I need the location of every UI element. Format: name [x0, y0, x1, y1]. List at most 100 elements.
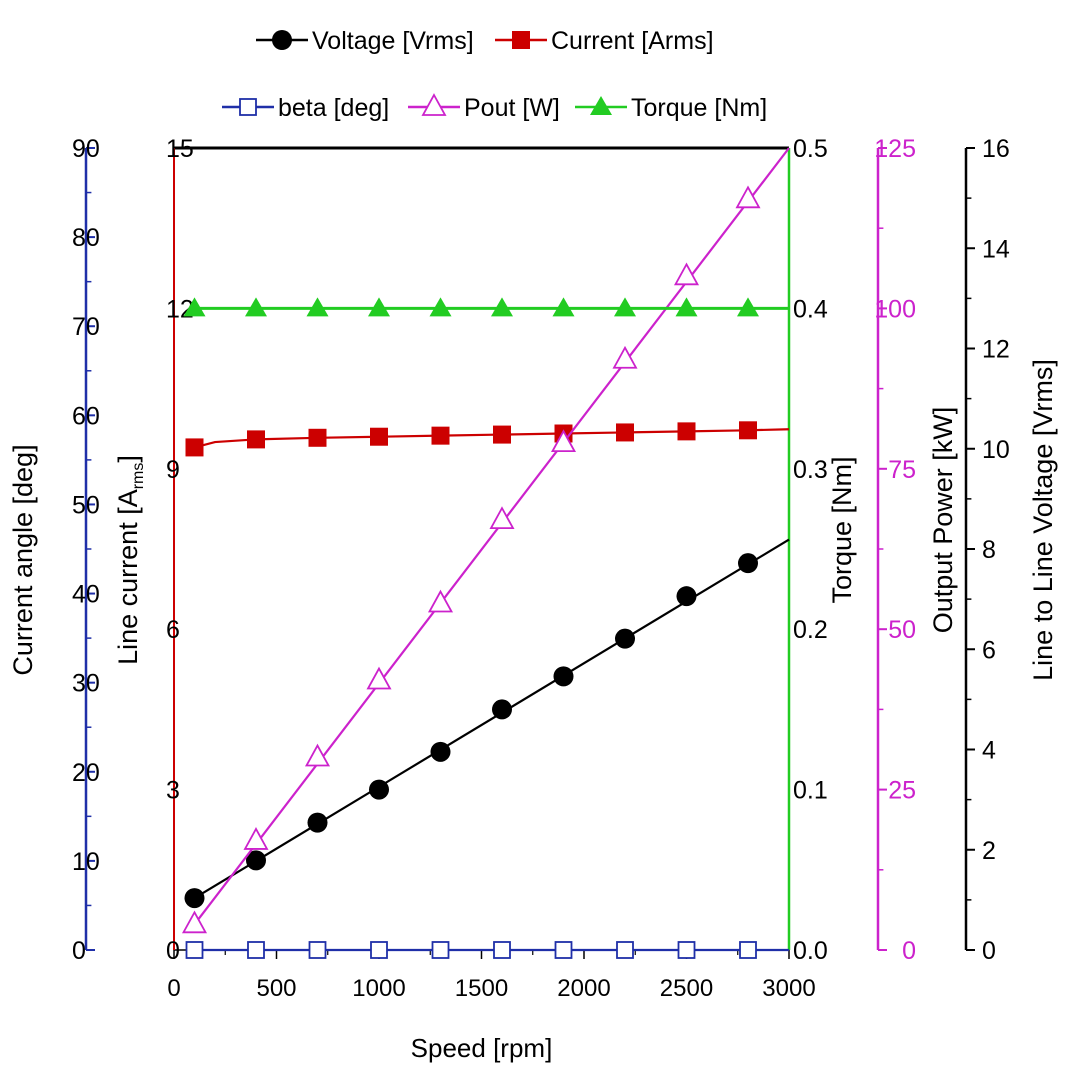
series-voltage — [184, 538, 790, 909]
data-point-current — [616, 423, 634, 442]
data-point-current — [308, 428, 327, 447]
voltage-axis-title: Line to Line Voltage [Vrms] — [1028, 359, 1058, 681]
power-axis-title: Output Power [kW] — [928, 407, 958, 634]
data-point-angle — [554, 941, 573, 959]
voltage-tick-label: 4 — [982, 737, 996, 765]
legend-marker — [239, 98, 257, 116]
angle-tick-label: 10 — [72, 848, 100, 876]
legend-marker — [512, 31, 530, 49]
data-point-angle — [739, 941, 757, 959]
legend-label: beta [deg] — [278, 94, 389, 122]
voltage-tick-label: 8 — [982, 536, 996, 564]
legend-marker — [421, 93, 447, 116]
angle-axis-title: Current angle [deg] — [8, 444, 38, 675]
voltage-tick-label: 2 — [982, 837, 996, 865]
series-line-power — [193, 147, 790, 926]
data-point-voltage — [738, 553, 758, 574]
x-tick-label: 500 — [256, 975, 296, 1002]
data-point-torque — [737, 297, 759, 317]
legend-item: Voltage [Vrms] — [256, 27, 474, 55]
legend: Voltage [Vrms] Current [Arms] beta [deg] Po… — [222, 27, 767, 122]
data-point-power — [181, 910, 208, 934]
power-tick-label: 25 — [888, 777, 916, 805]
series-current — [185, 421, 790, 457]
data-point-current — [739, 421, 757, 440]
legend-marker — [590, 96, 612, 115]
data-point-voltage — [553, 666, 574, 687]
data-point-torque — [183, 297, 206, 317]
voltage-tick-label: 16 — [982, 135, 1010, 163]
current-tick-label: 15 — [166, 135, 194, 163]
torque-tick-label: 0.4 — [793, 295, 828, 323]
current-tick-label: 3 — [166, 777, 180, 805]
data-point-torque — [429, 297, 452, 317]
data-point-angle — [308, 941, 327, 959]
current-axis-title-sub: rms — [130, 463, 147, 490]
data-point-power — [489, 506, 515, 530]
legend-label: Current [Arms] — [551, 27, 714, 55]
series-group — [181, 147, 790, 959]
data-point-power — [366, 666, 392, 690]
data-point-voltage — [246, 850, 266, 871]
data-point-current — [677, 422, 696, 441]
x-axis-title: Speed [rpm] — [411, 1033, 553, 1063]
data-point-angle — [247, 941, 265, 959]
series-power — [181, 147, 790, 934]
data-point-current — [431, 426, 450, 445]
torque-tick-label: 0.1 — [793, 777, 828, 805]
data-point-current — [247, 430, 265, 449]
voltage-tick-label: 6 — [982, 636, 996, 664]
current-tick-label: 9 — [166, 456, 180, 484]
data-point-power — [673, 262, 700, 286]
legend-item: Current [Arms] — [495, 27, 714, 55]
series-line-voltage — [193, 538, 790, 900]
x-tick-label: 2000 — [557, 975, 610, 1002]
data-point-angle — [370, 941, 388, 959]
voltage-tick-label: 10 — [982, 436, 1010, 464]
legend-item: Pout [W] — [408, 93, 560, 122]
data-point-power — [612, 345, 638, 369]
data-point-power — [427, 589, 454, 613]
data-point-torque — [245, 297, 267, 317]
x-tick-label: 0 — [167, 975, 180, 1002]
angle-tick-label: 80 — [72, 224, 100, 252]
data-point-torque — [614, 297, 636, 317]
data-point-angle — [431, 941, 450, 959]
torque-tick-label: 0.3 — [793, 456, 828, 484]
current-axis-title-main: Line current [A — [113, 489, 143, 665]
power-tick-label: 75 — [888, 456, 916, 484]
angle-tick-label: 90 — [72, 135, 100, 163]
torque-tick-label: 0.0 — [793, 937, 828, 965]
legend-label: Torque [Nm] — [631, 94, 767, 122]
series-angle — [185, 941, 789, 959]
angle-tick-label: 20 — [72, 759, 100, 787]
power-tick-label: 0 — [902, 937, 916, 965]
x-tick-label: 1000 — [352, 975, 405, 1002]
angle-tick-label: 40 — [72, 581, 100, 609]
data-point-torque — [306, 297, 329, 317]
data-point-voltage — [492, 699, 512, 720]
angle-tick-label: 0 — [72, 937, 86, 965]
data-point-power — [550, 429, 577, 453]
data-point-voltage — [615, 628, 635, 649]
legend-marker — [272, 30, 292, 50]
data-point-voltage — [676, 586, 697, 607]
power-tick-label: 100 — [874, 295, 916, 323]
current-axis-title: Line current [Arms] — [113, 455, 147, 665]
legend-item: Torque [Nm] — [575, 94, 767, 122]
series-line-current — [194, 428, 790, 449]
data-point-voltage — [307, 812, 328, 833]
torque-tick-label: 0.5 — [793, 135, 828, 163]
data-point-torque — [675, 297, 698, 317]
x-tick-label: 3000 — [762, 975, 815, 1002]
x-tick-label: 2500 — [660, 975, 713, 1002]
data-point-torque — [491, 297, 513, 317]
data-point-angle — [493, 941, 511, 959]
data-point-power — [243, 827, 269, 850]
voltage-tick-label: 12 — [982, 336, 1010, 364]
data-point-power — [735, 185, 761, 209]
data-point-current — [185, 438, 204, 457]
data-point-angle — [616, 941, 634, 959]
angle-tick-label: 50 — [72, 491, 100, 519]
